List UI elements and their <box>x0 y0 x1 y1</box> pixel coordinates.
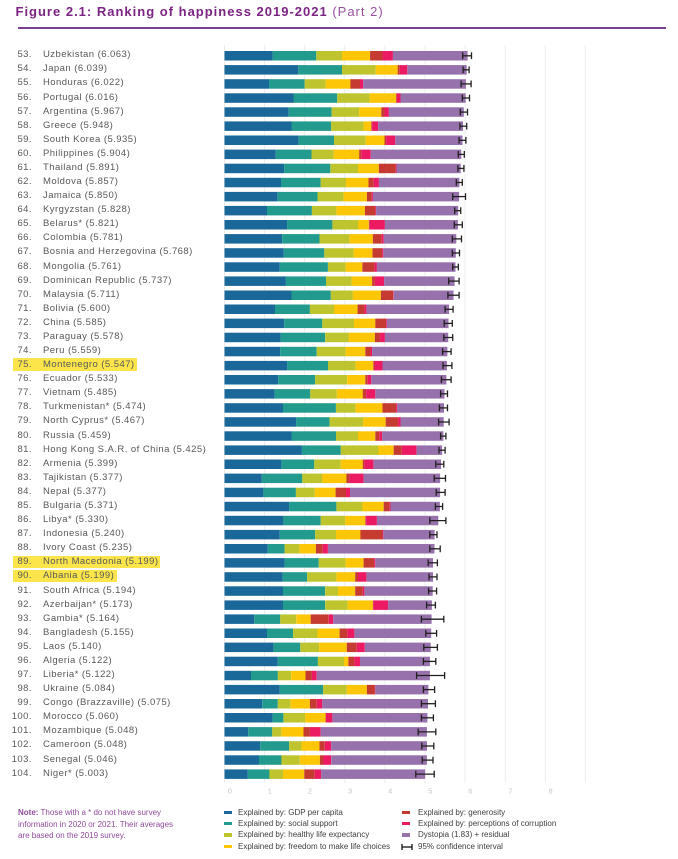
svg-text:0: 0 <box>228 787 232 796</box>
svg-text:2: 2 <box>308 787 312 796</box>
svg-text:6: 6 <box>468 787 472 796</box>
svg-text:8: 8 <box>549 787 553 796</box>
svg-text:3: 3 <box>348 787 352 796</box>
svg-text:5: 5 <box>428 787 432 796</box>
svg-text:4: 4 <box>388 787 392 796</box>
svg-text:1: 1 <box>268 787 272 796</box>
svg-text:7: 7 <box>508 787 512 796</box>
